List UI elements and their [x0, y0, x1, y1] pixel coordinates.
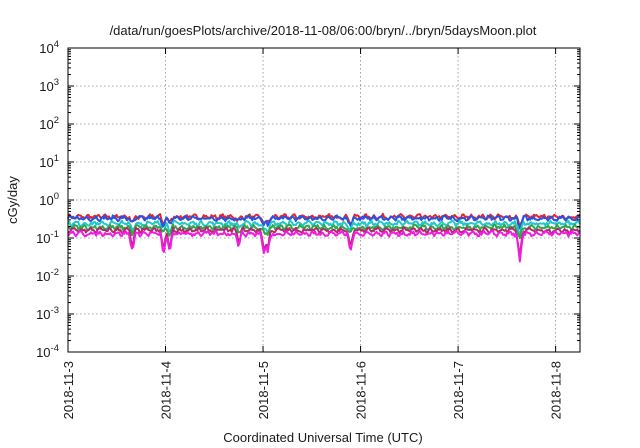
y-tick-label: 10-2 — [36, 267, 59, 284]
x-tick-label: 2018-11-6 — [354, 361, 369, 419]
x-tick-label: 2018-11-3 — [61, 361, 76, 419]
x-tick-label: 2018-11-5 — [256, 361, 271, 419]
series-group — [67, 212, 581, 263]
x-tick-label: 2018-11-7 — [451, 361, 466, 419]
x-tick-label: 2018-11-4 — [159, 361, 174, 419]
series-line-4 — [67, 223, 581, 240]
y-tick-label: 10-3 — [36, 305, 59, 322]
y-tick-label: 100 — [39, 191, 59, 208]
y-tick-label: 103 — [39, 77, 59, 94]
y-axis: 10-4 10-3 10-2 10-1 100 101 102 103 104 — [36, 39, 580, 360]
y-tick-label: 101 — [39, 153, 59, 170]
series-line-2 — [67, 214, 581, 230]
series-line-5 — [67, 226, 581, 261]
series-line-1 — [67, 212, 581, 230]
series-line-3 — [67, 219, 581, 236]
x-tick-label: 2018-11-8 — [549, 361, 564, 419]
chart-title: /data/run/goesPlots/archive/2018-11-08/0… — [110, 23, 537, 38]
y-tick-label: 10-4 — [36, 343, 59, 360]
series-line-6 — [67, 229, 581, 263]
y-tick-label: 10-1 — [36, 229, 59, 246]
x-axis-title: Coordinated Universal Time (UTC) — [223, 430, 422, 445]
x-axis: 2018-11-3 2018-11-4 2018-11-5 2018-11-6 2018… — [61, 48, 564, 419]
y-tick-label: 102 — [39, 115, 59, 132]
y-tick-label: 104 — [39, 39, 59, 56]
grid — [68, 48, 580, 352]
y-axis-title: cGy/day — [5, 176, 20, 224]
